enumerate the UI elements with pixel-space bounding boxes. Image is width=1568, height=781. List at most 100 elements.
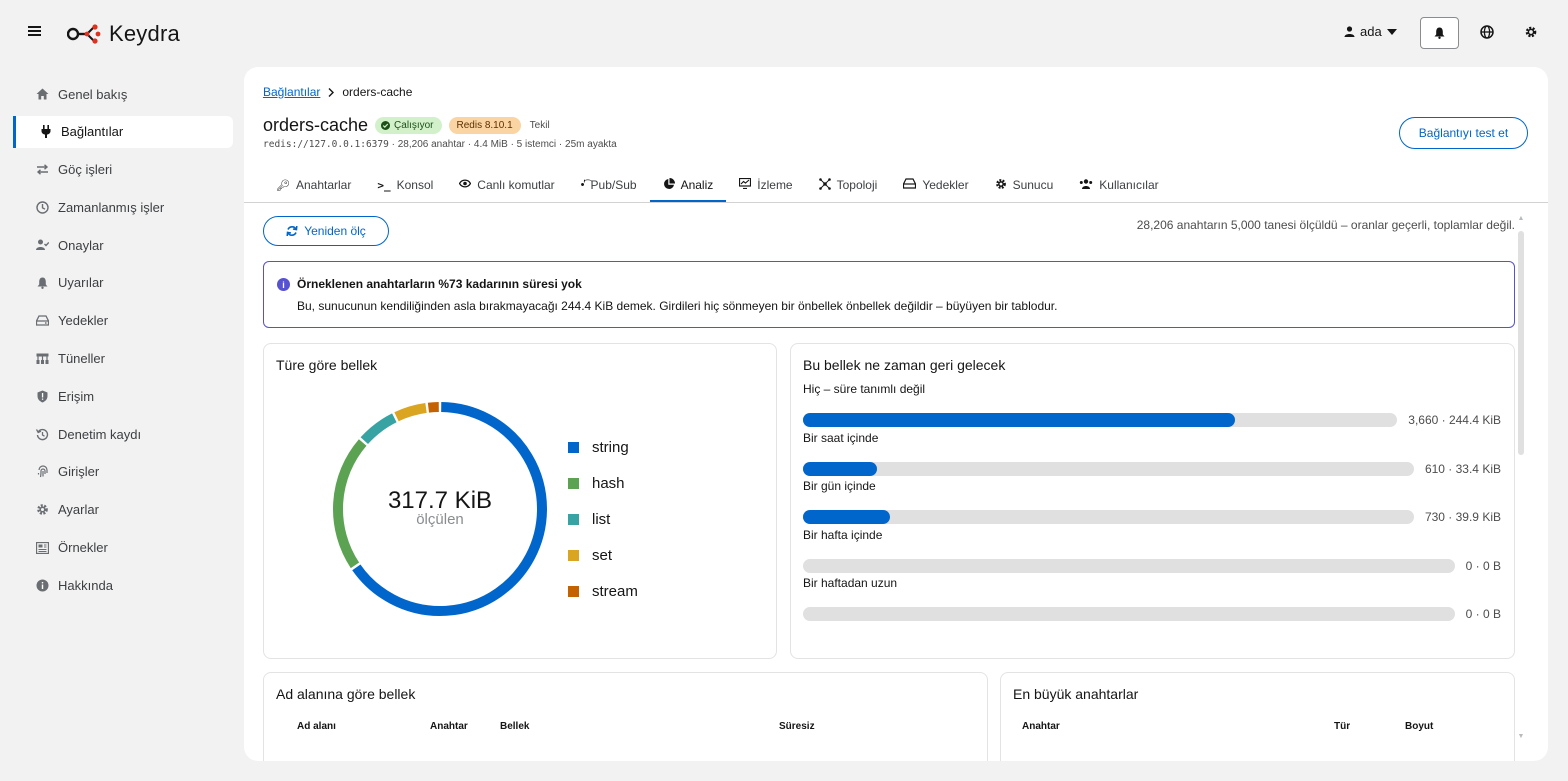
terminal-icon: >_: [377, 178, 391, 192]
tab-analysis[interactable]: Analiz: [649, 167, 727, 203]
sidebar-item-label: Genel bakış: [58, 86, 128, 102]
ttl-row-value: 610 · 33.4 KiB: [1424, 462, 1501, 476]
scrollbar-thumb[interactable]: [1518, 231, 1524, 455]
sidebar-item-label: Ayarlar: [58, 502, 99, 518]
page-title: orders-cache: [263, 115, 369, 135]
breadcrumb-current: orders-cache: [342, 85, 413, 99]
sidebar-item-examples[interactable]: Örnekler: [0, 532, 245, 564]
donut-slice-set[interactable]: [394, 403, 427, 422]
logo-icon: [67, 24, 101, 44]
notifications-button[interactable]: [1420, 17, 1459, 49]
scroll-down-arrow-icon[interactable]: ▼: [1517, 733, 1525, 740]
ttl-bar-track: [803, 510, 1414, 524]
column-header-persistent[interactable]: Süresiz: [779, 721, 815, 732]
sidebar-item-label: Uyarılar: [58, 275, 104, 291]
network-icon: [36, 352, 49, 365]
scrollbar[interactable]: ▲ ▼: [1516, 215, 1526, 743]
ttl-row-label: Bir gün içinde: [803, 479, 876, 493]
ttl-bar-fill: [803, 413, 1236, 427]
ttl-row-value: 0 · 0 B: [1465, 607, 1501, 621]
column-header-type[interactable]: Tür: [1334, 721, 1351, 732]
tab-label: Canlı komutlar: [477, 178, 555, 192]
sidebar-item-approvals[interactable]: Onaylar: [0, 229, 245, 261]
sidebar-item-settings[interactable]: Ayarlar: [0, 494, 245, 526]
ttl-bar-fill: [803, 462, 877, 476]
gear-icon: [36, 503, 49, 516]
tab-users[interactable]: Kullanıcılar: [1066, 167, 1171, 203]
sample-note: 28,206 anahtarın 5,000 tanesi ölçüldü – …: [1136, 218, 1515, 232]
breadcrumb-connections-link[interactable]: Bağlantılar: [263, 85, 321, 99]
tab-live-commands[interactable]: Canlı komutlar: [446, 167, 567, 203]
user-icon: [1344, 26, 1355, 37]
memory-expiry-card: Bu bellek ne zaman geri gelecek Hiç – sü…: [790, 343, 1515, 659]
column-header-key[interactable]: Anahtar: [1022, 721, 1060, 732]
info-icon: [36, 579, 49, 592]
column-header-size[interactable]: Boyut: [1405, 721, 1434, 732]
tab-backups[interactable]: Yedekler: [890, 167, 981, 203]
tab-pubsub[interactable]: •̓͡ Pub/Sub: [568, 167, 650, 203]
legend-label: set: [592, 546, 613, 564]
connection-stats: · 28,206 anahtar · 4.4 MiB · 5 istemci ·…: [388, 139, 617, 150]
eye-icon: [459, 179, 472, 191]
legend-item-hash[interactable]: hash: [568, 465, 638, 501]
donut-slice-string[interactable]: [352, 402, 547, 616]
newspaper-icon: [36, 541, 49, 554]
donut-slice-list[interactable]: [360, 413, 397, 445]
column-header-namespace[interactable]: Ad alanı: [297, 721, 336, 732]
mode-label: Tekil: [529, 120, 550, 131]
sidebar-item-logins[interactable]: Girişler: [0, 456, 245, 488]
globe-icon[interactable]: [1480, 25, 1494, 42]
connection-meta: redis://127.0.0.1:6379 · 28,206 anahtar …: [263, 139, 617, 150]
legend-label: list: [592, 510, 611, 528]
monitor-icon: [739, 177, 752, 192]
tab-label: Yedekler: [922, 178, 969, 192]
sidebar-item-about[interactable]: Hakkında: [0, 569, 245, 601]
test-connection-button[interactable]: Bağlantıyı test et: [1399, 117, 1528, 149]
breadcrumb: Bağlantılar orders-cache: [263, 85, 412, 99]
ttl-bar-track: [803, 607, 1455, 621]
sidebar-item-tunnels[interactable]: Tüneller: [0, 343, 245, 375]
exchange-icon: [36, 163, 49, 176]
sidebar-item-connections[interactable]: Bağlantılar: [13, 115, 233, 148]
donut-slice-hash[interactable]: [333, 439, 367, 569]
sidebar-item-backups[interactable]: Yedekler: [0, 305, 245, 337]
settings-gear-icon[interactable]: [1524, 25, 1538, 42]
legend-swatch: [568, 549, 579, 561]
donut-caption: ölçülen: [416, 511, 464, 528]
tab-keys[interactable]: 🔑︎ Anahtarlar: [263, 167, 364, 203]
remeasure-button[interactable]: Yeniden ölç: [263, 216, 389, 246]
tab-divider: [244, 202, 1548, 203]
version-badge: Redis 8.10.1: [448, 117, 521, 134]
hdd-icon: [36, 314, 49, 327]
hamburger-menu-icon[interactable]: [28, 24, 44, 42]
plug-icon: [39, 125, 52, 139]
sidebar-item-alerts[interactable]: Uyarılar: [0, 267, 245, 299]
tab-console[interactable]: >_ Konsol: [364, 167, 446, 203]
user-check-icon: [36, 239, 49, 252]
tab-monitoring[interactable]: İzleme: [726, 167, 805, 203]
sidebar-item-scheduled-jobs[interactable]: Zamanlanmış işler: [0, 191, 245, 223]
check-circle-icon: [381, 121, 391, 130]
tab-label: Pub/Sub: [590, 178, 637, 192]
app-name: Keydra: [109, 21, 180, 46]
chart-legend: string hash list set stream: [568, 429, 638, 609]
legend-item-string[interactable]: string: [568, 429, 638, 465]
column-header-keys[interactable]: Anahtar: [430, 721, 468, 732]
sidebar-item-access[interactable]: Erişim: [0, 380, 245, 412]
analysis-content: Yeniden ölç 28,206 anahtarın 5,000 tanes…: [244, 203, 1548, 761]
tab-bar: 🔑︎ Anahtarlar >_ Konsol Canlı komutlar •̓͡…: [263, 167, 1172, 203]
sidebar-item-overview[interactable]: Genel bakış: [0, 78, 245, 110]
user-menu[interactable]: ada: [1344, 24, 1397, 39]
tab-server[interactable]: Sunucu: [982, 167, 1067, 203]
ttl-bar-track: [803, 462, 1414, 476]
broadcast-icon: •̓͡: [580, 179, 585, 191]
donut-slice-stream[interactable]: [427, 402, 439, 413]
legend-item-list[interactable]: list: [568, 501, 638, 537]
column-header-memory[interactable]: Bellek: [500, 721, 530, 732]
tab-topology[interactable]: Topoloji: [806, 167, 891, 203]
sidebar-item-migrations[interactable]: Göç işleri: [0, 154, 245, 186]
legend-item-set[interactable]: set: [568, 537, 638, 573]
legend-item-stream[interactable]: stream: [568, 573, 638, 609]
sidebar-item-audit-log[interactable]: Denetim kaydı: [0, 418, 245, 450]
scroll-up-arrow-icon[interactable]: ▲: [1517, 215, 1525, 222]
